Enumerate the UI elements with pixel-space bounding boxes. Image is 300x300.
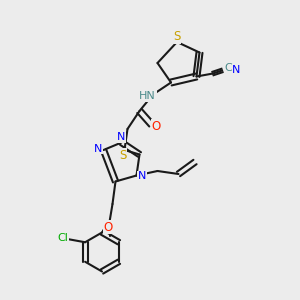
Text: S: S	[119, 149, 127, 162]
Text: O: O	[103, 221, 112, 234]
Text: C: C	[225, 63, 232, 73]
Text: N: N	[232, 65, 241, 75]
Text: N: N	[117, 132, 126, 142]
Text: O: O	[152, 119, 160, 133]
Text: N: N	[138, 171, 146, 182]
Text: S: S	[173, 30, 181, 43]
Text: Cl: Cl	[58, 233, 69, 243]
Text: N: N	[94, 143, 102, 154]
Text: HN: HN	[139, 91, 156, 101]
